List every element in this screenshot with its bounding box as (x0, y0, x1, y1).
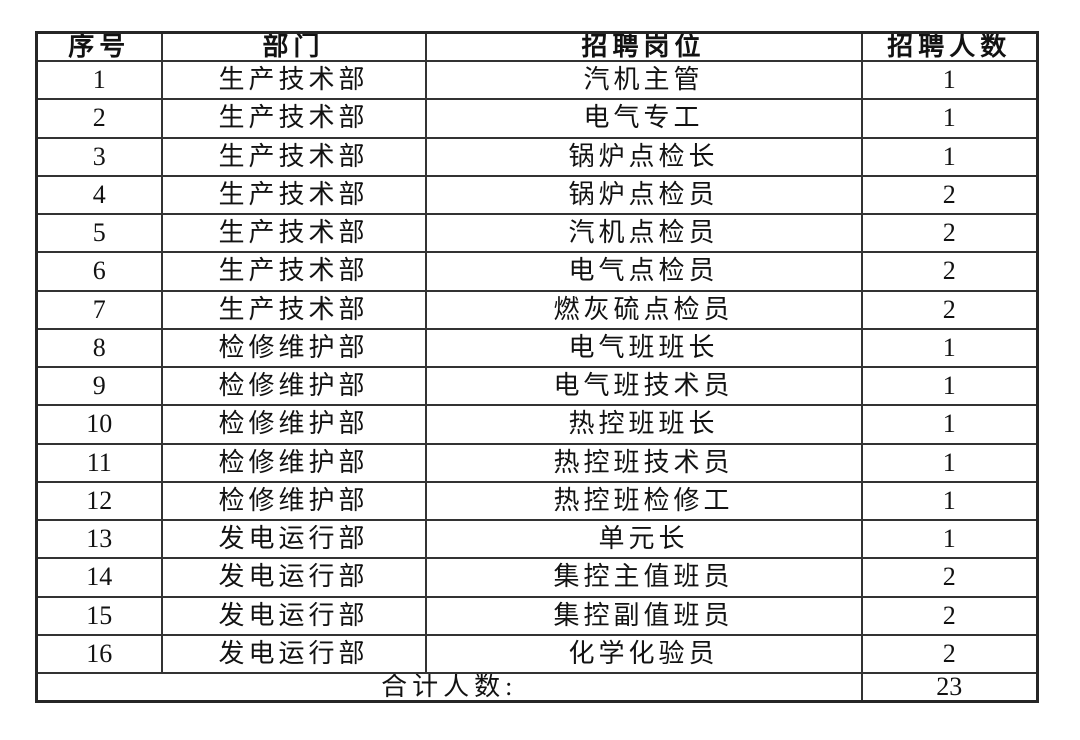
cell-no: 4 (35, 174, 163, 216)
cell-count: 2 (860, 557, 1039, 598)
table-row: 15 发电运行部 集控副值班员 2 (35, 595, 1039, 636)
cell-department: 生产技术部 (160, 98, 427, 139)
cell-count: 2 (860, 174, 1039, 216)
cell-department: 生产技术部 (160, 289, 427, 330)
table-row: 9 检修维护部 电气班技术员 1 (35, 365, 1039, 407)
cell-department: 生产技术部 (160, 212, 427, 254)
cell-no: 5 (35, 212, 163, 254)
table-row: 7 生产技术部 燃灰硫点检员 2 (35, 289, 1039, 330)
header-cell-department: 部门 (160, 31, 427, 62)
table-row: 16 发电运行部 化学化验员 2 (35, 633, 1039, 675)
cell-count: 1 (860, 442, 1039, 483)
cell-position: 电气点检员 (424, 251, 863, 292)
cell-no: 10 (35, 404, 163, 445)
cell-no: 16 (35, 633, 163, 675)
cell-count: 1 (860, 327, 1039, 369)
cell-department: 发电运行部 (160, 595, 427, 636)
cell-position: 燃灰硫点检员 (424, 289, 863, 330)
cell-department: 发电运行部 (160, 557, 427, 598)
cell-count: 1 (860, 59, 1039, 101)
table-row: 14 发电运行部 集控主值班员 2 (35, 557, 1039, 598)
cell-department: 检修维护部 (160, 480, 427, 522)
cell-department: 发电运行部 (160, 633, 427, 675)
cell-department: 检修维护部 (160, 404, 427, 445)
cell-count: 1 (860, 404, 1039, 445)
cell-count: 1 (860, 480, 1039, 522)
cell-no: 2 (35, 98, 163, 139)
table-body: 1 生产技术部 汽机主管 1 2 生产技术部 电气专工 1 3 生产技术部 锅炉点检长 1 4 生产技术部… (35, 59, 1039, 675)
cell-position: 集控副值班员 (424, 595, 863, 636)
cell-no: 15 (35, 595, 163, 636)
table-row: 5 生产技术部 汽机点检员 2 (35, 212, 1039, 254)
cell-position: 汽机主管 (424, 59, 863, 101)
cell-count: 1 (860, 136, 1039, 177)
table-row: 11 检修维护部 热控班技术员 1 (35, 442, 1039, 483)
cell-position: 化学化验员 (424, 633, 863, 675)
cell-position: 电气专工 (424, 98, 863, 139)
cell-count: 2 (860, 633, 1039, 675)
table-row: 8 检修维护部 电气班班长 1 (35, 327, 1039, 369)
cell-count: 1 (860, 365, 1039, 407)
cell-position: 锅炉点检长 (424, 136, 863, 177)
cell-position: 电气班班长 (424, 327, 863, 369)
table-row: 1 生产技术部 汽机主管 1 (35, 59, 1039, 101)
recruitment-table: 序号 部门 招聘岗位 招聘人数 1 生产技术部 汽机主管 1 2 生产技术部 电气专工 1 3 生… (35, 31, 1039, 703)
cell-count: 2 (860, 289, 1039, 330)
cell-department: 生产技术部 (160, 59, 427, 101)
cell-position: 集控主值班员 (424, 557, 863, 598)
cell-no: 11 (35, 442, 163, 483)
cell-count: 2 (860, 251, 1039, 292)
cell-no: 7 (35, 289, 163, 330)
cell-department: 发电运行部 (160, 518, 427, 560)
cell-no: 13 (35, 518, 163, 560)
cell-position: 热控班检修工 (424, 480, 863, 522)
cell-position: 电气班技术员 (424, 365, 863, 407)
table-row: 10 检修维护部 热控班班长 1 (35, 404, 1039, 445)
cell-no: 1 (35, 59, 163, 101)
cell-department: 生产技术部 (160, 136, 427, 177)
cell-no: 14 (35, 557, 163, 598)
cell-count: 2 (860, 595, 1039, 636)
header-cell-count: 招聘人数 (860, 31, 1039, 62)
table-row: 4 生产技术部 锅炉点检员 2 (35, 174, 1039, 216)
header-cell-no: 序号 (35, 31, 163, 62)
cell-position: 热控班技术员 (424, 442, 863, 483)
cell-position: 单元长 (424, 518, 863, 560)
header-cell-position: 招聘岗位 (424, 31, 863, 62)
cell-no: 12 (35, 480, 163, 522)
cell-count: 1 (860, 518, 1039, 560)
cell-no: 8 (35, 327, 163, 369)
table-row: 13 发电运行部 单元长 1 (35, 518, 1039, 560)
cell-department: 检修维护部 (160, 365, 427, 407)
table-row: 2 生产技术部 电气专工 1 (35, 98, 1039, 139)
cell-department: 生产技术部 (160, 251, 427, 292)
header-row: 序号 部门 招聘岗位 招聘人数 (35, 31, 1039, 62)
cell-no: 3 (35, 136, 163, 177)
cell-count: 2 (860, 212, 1039, 254)
cell-no: 9 (35, 365, 163, 407)
table-row: 6 生产技术部 电气点检员 2 (35, 251, 1039, 292)
cell-department: 检修维护部 (160, 442, 427, 483)
total-row: 合计人数: 23 (35, 672, 1039, 703)
total-count: 23 (860, 672, 1039, 703)
table-row: 3 生产技术部 锅炉点检长 1 (35, 136, 1039, 177)
cell-department: 检修维护部 (160, 327, 427, 369)
cell-position: 热控班班长 (424, 404, 863, 445)
cell-count: 1 (860, 98, 1039, 139)
cell-position: 汽机点检员 (424, 212, 863, 254)
cell-position: 锅炉点检员 (424, 174, 863, 216)
cell-department: 生产技术部 (160, 174, 427, 216)
table-row: 12 检修维护部 热控班检修工 1 (35, 480, 1039, 522)
cell-no: 6 (35, 251, 163, 292)
total-label: 合计人数: (35, 672, 863, 703)
